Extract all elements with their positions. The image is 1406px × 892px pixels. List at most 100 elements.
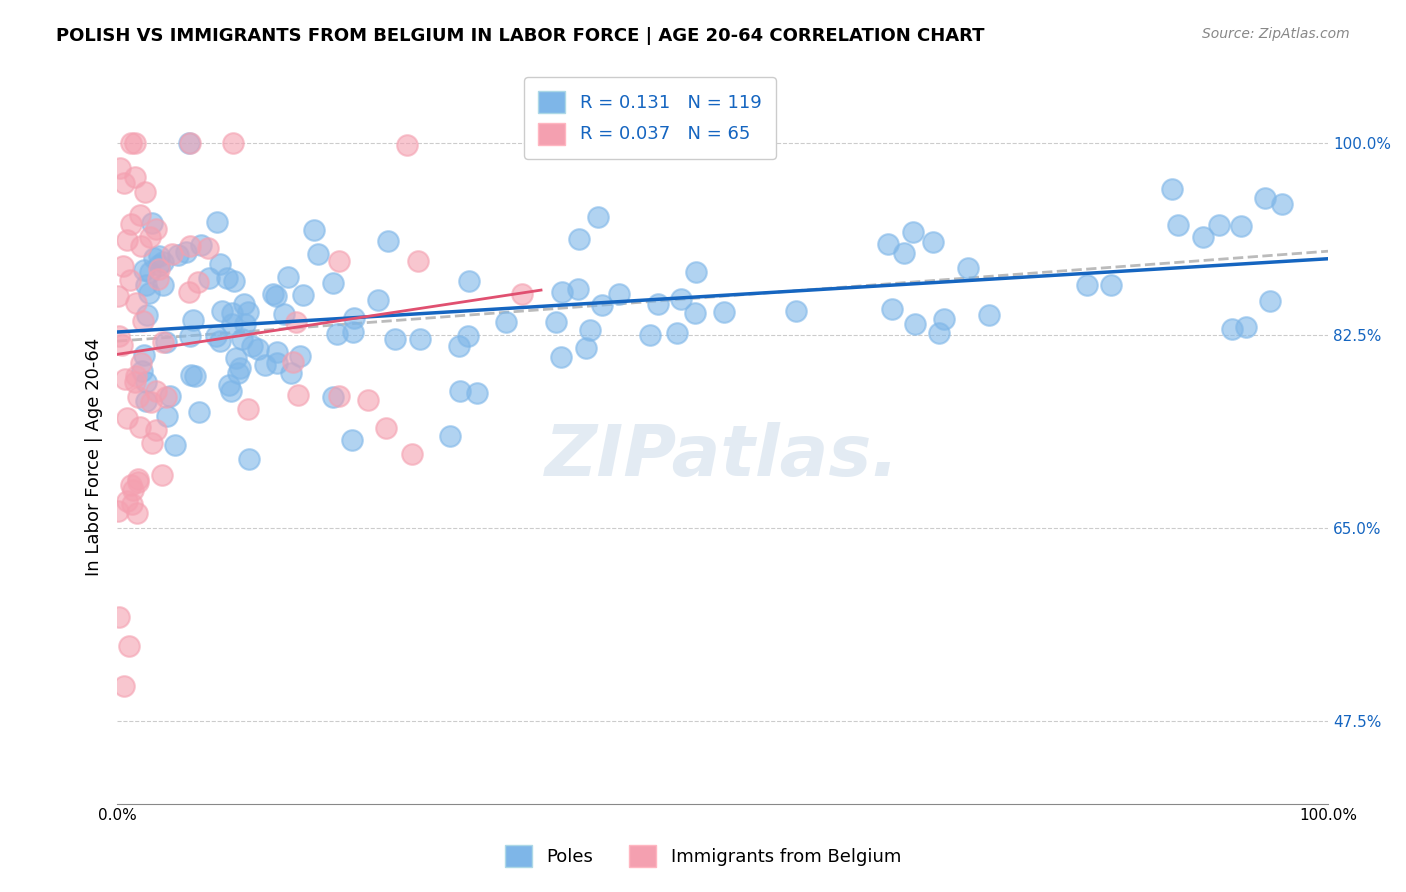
- Point: [141, 435, 163, 450]
- Point: [567, 282, 589, 296]
- Point: [155, 390, 177, 404]
- Point: [143, 251, 166, 265]
- Point: [266, 356, 288, 370]
- Point: [135, 278, 157, 293]
- Point: [1271, 197, 1294, 211]
- Point: [134, 394, 156, 409]
- Point: [209, 334, 232, 349]
- Point: [134, 263, 156, 277]
- Point: [439, 428, 461, 442]
- Point: [125, 368, 148, 383]
- Point: [544, 316, 567, 330]
- Point: [384, 332, 406, 346]
- Point: [134, 185, 156, 199]
- Point: [146, 272, 169, 286]
- Point: [457, 328, 479, 343]
- Point: [131, 364, 153, 378]
- Point: [120, 218, 142, 232]
- Point: [145, 423, 167, 437]
- Point: [179, 238, 201, 252]
- Point: [285, 315, 308, 329]
- Point: [120, 478, 142, 492]
- Point: [233, 317, 256, 331]
- Point: [152, 335, 174, 350]
- Point: [179, 329, 201, 343]
- Point: [328, 254, 350, 268]
- Point: [591, 298, 613, 312]
- Point: [343, 311, 366, 326]
- Point: [1192, 229, 1215, 244]
- Point: [117, 233, 139, 247]
- Point: [148, 258, 170, 272]
- Point: [367, 293, 389, 308]
- Point: [215, 271, 238, 285]
- Point: [287, 388, 309, 402]
- Point: [108, 161, 131, 175]
- Point: [1099, 278, 1122, 293]
- Point: [928, 326, 950, 340]
- Point: [211, 303, 233, 318]
- Point: [893, 246, 915, 260]
- Point: [145, 384, 167, 398]
- Point: [138, 230, 160, 244]
- Point: [280, 366, 302, 380]
- Point: [141, 216, 163, 230]
- Point: [114, 372, 136, 386]
- Point: [132, 348, 155, 362]
- Point: [180, 368, 202, 383]
- Point: [110, 338, 132, 352]
- Point: [107, 289, 129, 303]
- Point: [120, 272, 142, 286]
- Point: [495, 315, 517, 329]
- Point: [188, 404, 211, 418]
- Point: [357, 393, 380, 408]
- Point: [465, 385, 488, 400]
- Point: [1076, 277, 1098, 292]
- Point: [115, 411, 138, 425]
- Point: [159, 389, 181, 403]
- Point: [240, 339, 263, 353]
- Point: [156, 409, 179, 424]
- Point: [122, 483, 145, 498]
- Point: [1253, 191, 1275, 205]
- Point: [281, 354, 304, 368]
- Point: [108, 328, 131, 343]
- Point: [221, 318, 243, 332]
- Point: [510, 286, 533, 301]
- Point: [138, 285, 160, 300]
- Point: [229, 361, 252, 376]
- Point: [1220, 321, 1243, 335]
- Point: [666, 326, 689, 341]
- Point: [277, 269, 299, 284]
- Point: [322, 390, 344, 404]
- Point: [222, 136, 245, 150]
- Point: [162, 247, 184, 261]
- Point: [181, 313, 204, 327]
- Point: [222, 274, 245, 288]
- Point: [607, 287, 630, 301]
- Point: [568, 232, 591, 246]
- Point: [226, 367, 249, 381]
- Point: [129, 239, 152, 253]
- Point: [904, 317, 927, 331]
- Point: [117, 639, 139, 653]
- Point: [148, 262, 170, 277]
- Point: [406, 254, 429, 268]
- Point: [225, 351, 247, 366]
- Point: [177, 136, 200, 150]
- Text: ZIPatlas.: ZIPatlas.: [546, 422, 900, 491]
- Point: [579, 323, 602, 337]
- Point: [713, 305, 735, 319]
- Point: [165, 437, 187, 451]
- Point: [304, 223, 326, 237]
- Point: [880, 301, 903, 316]
- Point: [1234, 320, 1257, 334]
- Point: [135, 309, 157, 323]
- Point: [328, 389, 350, 403]
- Point: [685, 265, 707, 279]
- Point: [124, 136, 146, 150]
- Point: [127, 475, 149, 490]
- Point: [957, 261, 980, 276]
- Text: Source: ZipAtlas.com: Source: ZipAtlas.com: [1202, 27, 1350, 41]
- Point: [1230, 219, 1253, 234]
